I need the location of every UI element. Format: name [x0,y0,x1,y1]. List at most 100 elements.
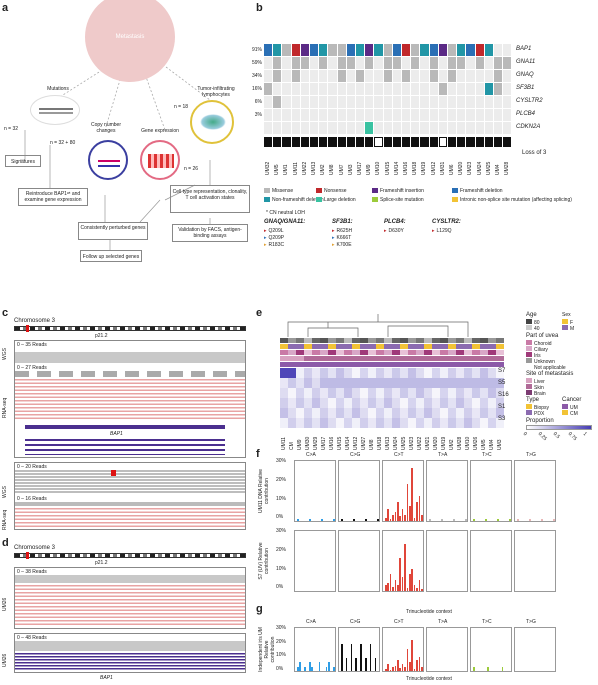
d-track-box-2: 0 – 48 Reads [14,633,246,673]
annotation-cell [480,356,488,361]
panel_f-facet [514,530,556,592]
celltype-box: Cell type representation, clonality, T c… [170,185,250,213]
cn-loh-note: * CN neutral LOH [266,210,305,216]
heatmap-cell [376,408,384,418]
sample-label: UM10 [375,161,382,175]
annotation-cell [496,350,504,355]
gene-name: CYSLTR2 [516,98,543,104]
heatmap-cell [472,368,480,378]
sample-label: UM13 [311,161,317,175]
annotation-cell [392,356,400,361]
oncoprint-cell [392,109,401,121]
oncoprint-cell [466,96,475,108]
heatmap-cell [472,418,480,428]
til-title: Tumor-infiltrating lymphocytes [197,86,235,98]
panel_g-facet [426,627,468,672]
oncoprint-cell [429,57,438,69]
legend-item: Nonsense [316,188,347,194]
heatmap-cell [488,378,496,388]
annotation-cell [296,350,304,355]
panel_f-facet [470,530,512,592]
heatmap-cell [424,418,432,428]
annotation-cell [288,362,296,367]
annotation-cell [432,350,440,355]
oncoprint-cell [383,122,392,134]
heatmap-cell [384,368,392,378]
oncoprint-cell [282,83,291,95]
legend-entry: PDX [526,410,544,417]
legend-head: Cancer [562,397,582,403]
c-gene-track [25,425,225,429]
panel-label-c: c [2,307,9,319]
oncoprint-cell [392,44,401,56]
legend-text: PDX [534,411,545,417]
panel_g-bar [404,667,406,671]
panel_f-facet [294,460,336,522]
oncoprint-cell [374,44,383,56]
legend-text: Unknown [534,359,555,365]
panel_f-sub-label: T>A [438,452,448,458]
gene-name: CDKN2A [516,124,541,130]
gene-expr-title: Gene expression [141,128,179,134]
sample-label: UM22 [301,161,308,175]
annotation-cell [376,350,384,355]
heatmap-cell [496,368,504,378]
panel-label-e: e [256,307,263,319]
oncoprint-cell [346,122,355,134]
loss-cell [374,137,383,147]
panel_f-ytick: 10% [276,565,287,572]
annotation-cell [360,362,368,367]
oncoprint-cell [429,44,438,56]
panel_g-bar [350,644,353,671]
loss-cell [337,137,346,147]
loss-cell [282,137,291,147]
til-n: n = 18 [174,104,189,110]
panel_f-bar [297,519,299,521]
heatmap-cell [320,388,328,398]
hotspot-item: ▸ Q209L [264,228,284,234]
annotation-cell [288,344,296,349]
loss-cell [448,137,457,147]
heatmap-cell [400,408,408,418]
oncoprint-cell [328,109,337,121]
oncoprint-cell [365,122,374,134]
heatmap-cell [352,368,360,378]
c-wgs-label-2: WGS [2,486,8,498]
legend-swatch [526,384,532,389]
oncoprint-cell [282,57,291,69]
heatmap-cell [464,408,472,418]
panel_g-bar [399,668,401,671]
d-ideogram [14,553,246,558]
panel_f-bar [406,483,409,521]
annotation-cell [400,344,408,349]
heatmap-sample-label: CM [289,442,295,450]
oncoprint-cell [356,96,365,108]
legend-swatch [526,352,532,357]
oncoprint-cell [457,57,466,69]
annotation-cell [496,344,504,349]
c-rna-label-2: RNA-seq [2,509,8,530]
panel_f-bar [416,502,418,521]
loss-of-3-label: Loss of 3 [522,150,547,156]
oncoprint-cell [503,122,512,134]
oncoprint-cell [300,70,309,82]
oncoprint-cell [420,83,429,95]
annotation-cell [432,338,440,343]
annotation-cell [304,338,312,343]
heatmap-cell [376,368,384,378]
panel_g-sub-label: T>G [526,619,536,625]
oncoprint-cell [319,109,328,121]
annotation-cell [488,338,496,343]
annotation-cell [304,356,312,361]
oncoprint-cell [346,57,355,69]
oncoprint-cell [503,44,512,56]
panel_g-bar [501,666,504,671]
annotation-cell [456,350,464,355]
oncoprint-cell [383,96,392,108]
annotation-cell [408,350,416,355]
gene-expr-n: n = 26 [184,166,199,172]
sample-label: UM11 [292,162,299,175]
panel_f-facet [338,460,380,522]
heatmap-row-label: S3 [498,416,506,422]
panel_f-ytick: 0% [276,514,284,521]
